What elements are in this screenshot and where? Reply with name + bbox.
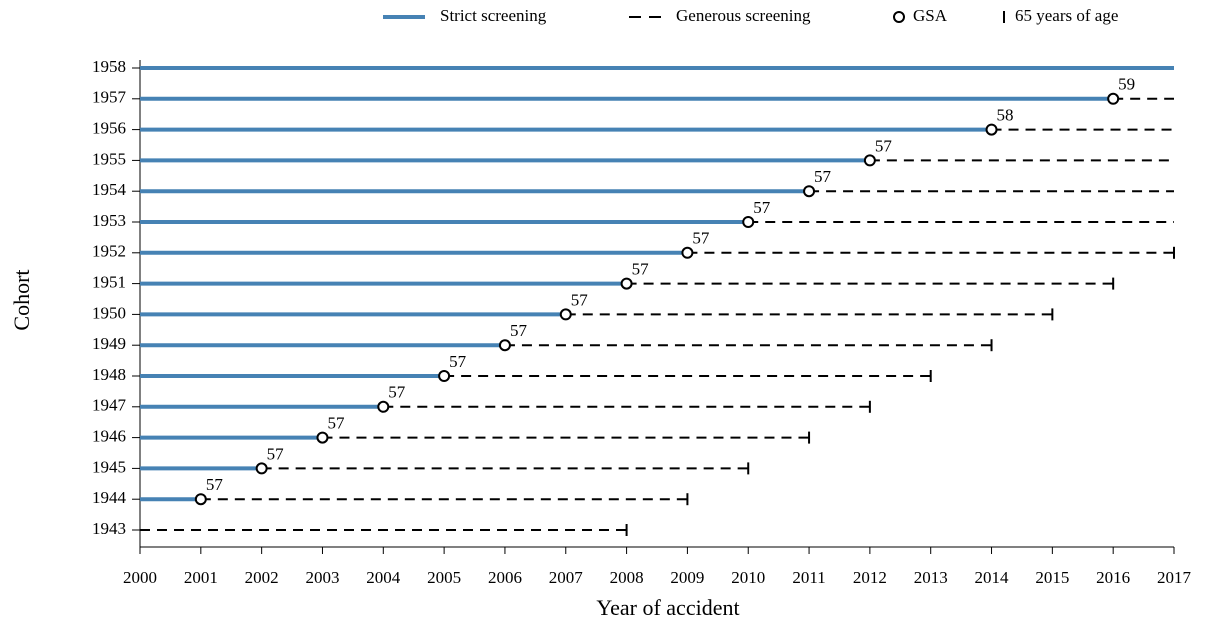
gsa-age-label: 57 [571,290,589,309]
y-tick-label: 1946 [92,427,126,446]
y-tick-label: 1957 [92,88,127,107]
x-tick-label: 2010 [731,568,765,587]
x-tick-label: 2003 [305,568,339,587]
y-tick-label: 1944 [92,488,127,507]
x-tick-label: 2004 [366,568,401,587]
x-axis-title: Year of accident [596,595,739,620]
gsa-age-label: 57 [388,383,406,402]
gsa-point [803,185,816,198]
gsa-age-label: 57 [206,475,224,494]
y-tick-label: 1952 [92,242,126,261]
gsa-age-label: 59 [1118,75,1135,94]
gsa-point [863,154,876,167]
x-tick-label: 2013 [914,568,948,587]
x-tick-label: 2006 [488,568,522,587]
y-tick-label: 1951 [92,273,126,292]
x-tick-label: 2012 [853,568,887,587]
x-tick-label: 2001 [184,568,218,587]
x-tick-label: 2005 [427,568,461,587]
legend-label: Strict screening [440,6,547,25]
x-tick-label: 2016 [1096,568,1130,587]
gsa-age-label: 57 [449,352,467,371]
x-tick-label: 2000 [123,568,157,587]
gsa-point [1107,92,1120,105]
y-tick-label: 1949 [92,334,126,353]
y-tick-label: 1947 [92,396,127,415]
x-tick-label: 2007 [549,568,584,587]
gsa-age-label: 57 [875,136,893,155]
y-tick-label: 1945 [92,457,126,476]
y-tick-label: 1943 [92,519,126,538]
gsa-point [194,493,207,506]
x-tick-label: 2002 [245,568,279,587]
gsa-point [742,216,755,228]
gsa-age-label: 57 [753,198,771,217]
legend-label: Generous screening [676,6,811,25]
gsa-point [620,277,633,290]
y-tick-label: 1948 [92,365,126,384]
gsa-age-label: 57 [632,260,650,279]
gsa-age-label: 58 [997,106,1014,125]
y-tick-label: 1954 [92,180,127,199]
gsa-point [681,246,694,259]
gsa-age-label: 57 [510,321,528,340]
gsa-point [438,370,451,382]
y-axis-title: Cohort [9,269,34,330]
x-tick-label: 2014 [975,568,1010,587]
gsa-point [559,308,572,321]
y-tick-label: 1958 [92,57,126,76]
y-tick-label: 1955 [92,149,126,168]
gsa-point [498,339,511,352]
x-tick-label: 2009 [670,568,704,587]
x-tick-label: 2015 [1035,568,1069,587]
y-tick-label: 1950 [92,303,126,322]
legend-label: 65 years of age [1015,6,1118,25]
gsa-age-label: 57 [267,444,285,463]
legend-label: GSA [913,6,948,25]
x-tick-label: 2011 [792,568,825,587]
gsa-point [255,462,268,475]
x-tick-label: 2017 [1157,568,1192,587]
gsa-age-label: 57 [814,167,832,186]
gsa-point [377,400,390,413]
gsa-age-label: 57 [692,229,710,248]
legend-gsa [893,11,905,23]
y-tick-label: 1956 [92,119,126,138]
y-tick-label: 1953 [92,211,126,230]
gsa-age-label: 57 [327,414,345,433]
x-tick-label: 2008 [610,568,644,587]
gsa-point [985,123,998,136]
gsa-point [316,431,329,444]
